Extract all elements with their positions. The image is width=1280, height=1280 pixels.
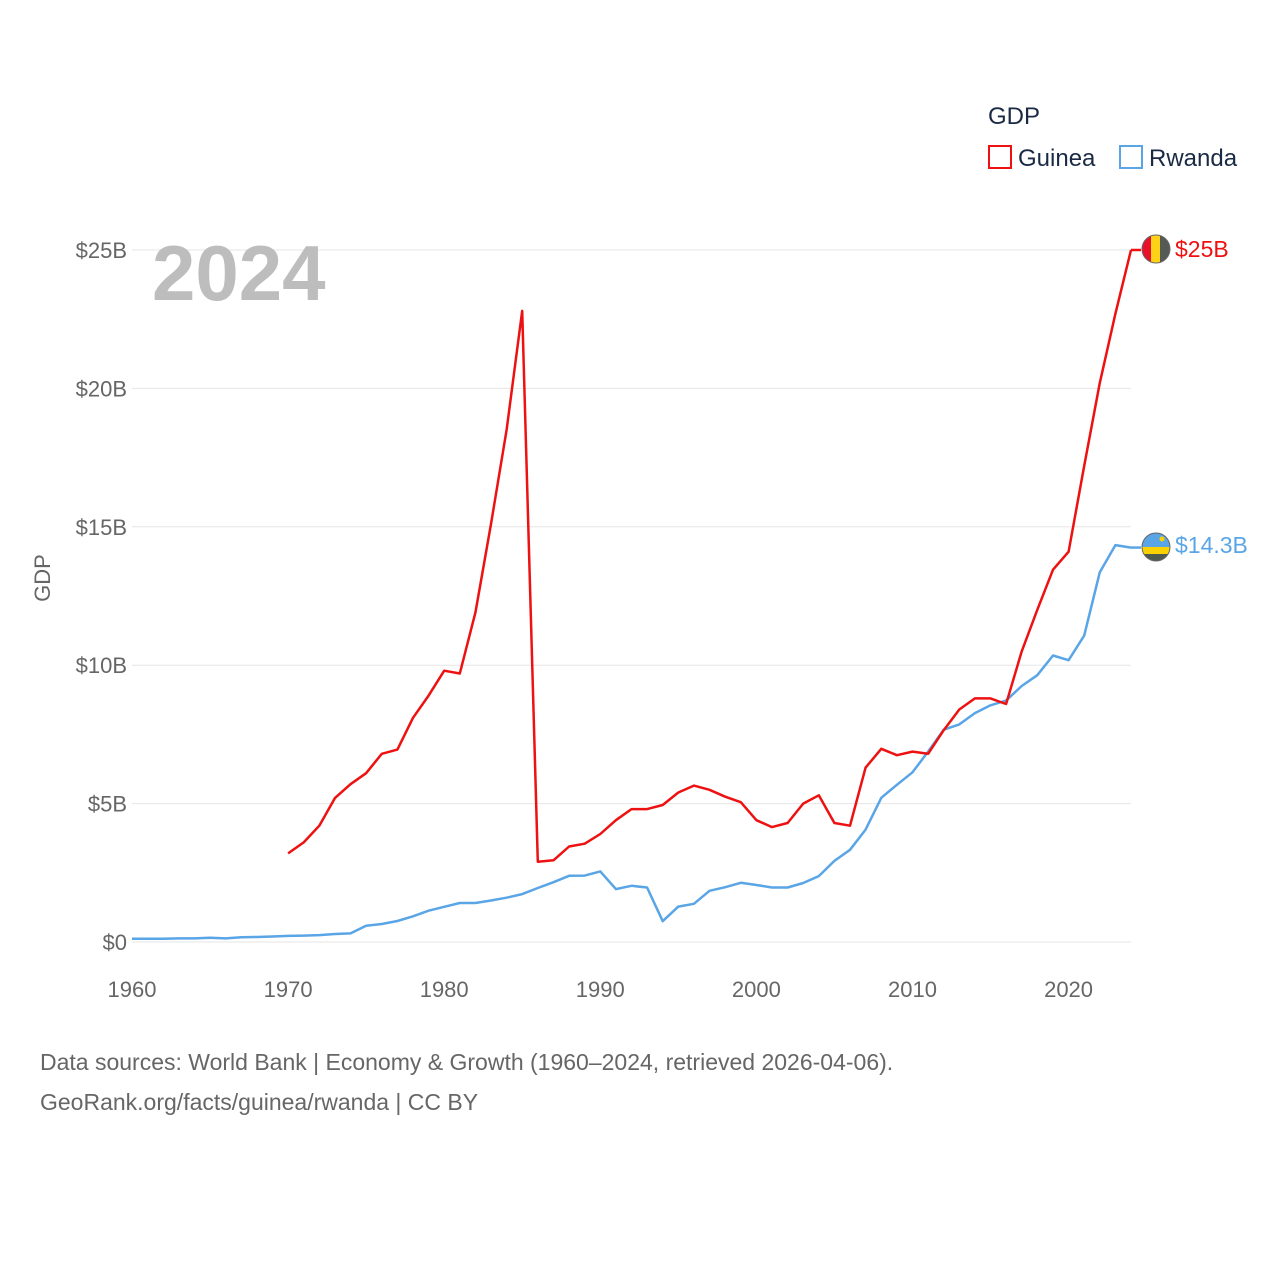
series-line-rwanda[interactable] <box>132 543 1132 940</box>
guinea-flag-icon <box>1141 234 1171 264</box>
source-line-2[interactable]: GeoRank.org/facts/guinea/rwanda | CC BY <box>40 1089 479 1115</box>
x-tick-label: 1990 <box>576 977 625 1002</box>
y-tick-label: $20B <box>76 376 127 401</box>
y-tick-label: $15B <box>76 515 127 540</box>
series-lines <box>132 248 1141 940</box>
x-tick-label: 2000 <box>732 977 781 1002</box>
rwanda-end-value-label: $14.3B <box>1175 532 1248 558</box>
x-tick-label: 1980 <box>420 977 469 1002</box>
series-line-guinea[interactable] <box>287 249 1133 863</box>
y-axis-ticks: $0 $5B $10B $15B $20B $25B <box>76 238 127 955</box>
legend-swatch-guinea[interactable] <box>988 145 1012 169</box>
y-tick-label: $5B <box>88 792 127 817</box>
y-tick-label: $25B <box>76 238 127 263</box>
legend-swatch-rwanda[interactable] <box>1119 145 1143 169</box>
legend-title: GDP <box>988 103 1040 130</box>
legend: GDP Guinea Rwanda <box>988 103 1238 172</box>
source-line-1: Data sources: World Bank | Economy & Gro… <box>40 1049 894 1075</box>
x-tick-label: 1970 <box>264 977 313 1002</box>
rwanda-flag-icon <box>1141 532 1171 562</box>
source-note: Data sources: World Bank | Economy & Gro… <box>40 1042 893 1122</box>
x-axis-ticks: 1960 1970 1980 1990 2000 2010 2020 <box>108 977 1094 1002</box>
x-tick-label: 1960 <box>108 977 157 1002</box>
gridlines <box>132 249 1131 943</box>
year-label: 2024 <box>152 229 326 317</box>
legend-label-guinea[interactable]: Guinea <box>1018 145 1096 172</box>
y-axis-title: GDP <box>30 554 55 602</box>
y-tick-label: $10B <box>76 653 127 678</box>
x-tick-label: 2010 <box>888 977 937 1002</box>
x-tick-label: 2020 <box>1044 977 1093 1002</box>
legend-label-rwanda[interactable]: Rwanda <box>1149 145 1238 172</box>
guinea-end-value-label: $25B <box>1175 236 1229 262</box>
y-tick-label: $0 <box>103 930 127 955</box>
